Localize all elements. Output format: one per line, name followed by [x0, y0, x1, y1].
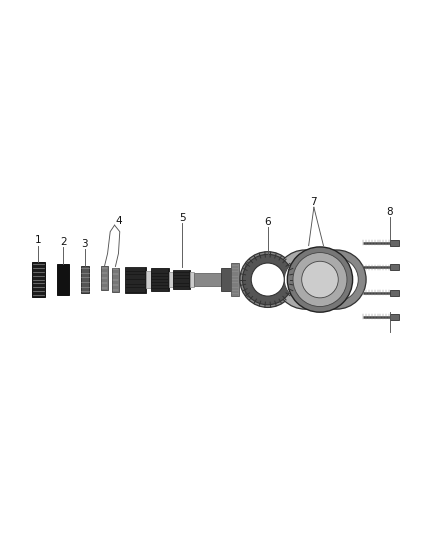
FancyBboxPatch shape [231, 263, 239, 296]
Ellipse shape [251, 263, 284, 296]
FancyBboxPatch shape [81, 266, 89, 293]
FancyBboxPatch shape [57, 264, 69, 295]
Ellipse shape [243, 254, 293, 305]
Text: 2: 2 [60, 237, 67, 247]
FancyBboxPatch shape [390, 264, 399, 270]
FancyBboxPatch shape [390, 289, 399, 296]
FancyBboxPatch shape [390, 239, 399, 246]
Text: 5: 5 [179, 213, 185, 223]
Ellipse shape [244, 262, 253, 297]
Ellipse shape [284, 259, 326, 301]
Ellipse shape [315, 258, 358, 301]
Text: 3: 3 [81, 239, 88, 249]
Ellipse shape [307, 250, 366, 309]
FancyBboxPatch shape [194, 273, 221, 286]
Text: 4: 4 [116, 216, 122, 226]
Text: 6: 6 [265, 217, 271, 227]
FancyBboxPatch shape [112, 268, 119, 292]
Ellipse shape [240, 252, 296, 308]
FancyBboxPatch shape [169, 272, 173, 287]
FancyBboxPatch shape [221, 268, 231, 291]
FancyBboxPatch shape [32, 262, 45, 297]
FancyBboxPatch shape [101, 266, 108, 290]
FancyBboxPatch shape [390, 313, 399, 320]
Ellipse shape [276, 250, 335, 309]
FancyBboxPatch shape [146, 271, 151, 288]
FancyBboxPatch shape [125, 266, 146, 293]
Text: 1: 1 [35, 236, 42, 245]
Text: 7: 7 [311, 197, 317, 207]
FancyBboxPatch shape [173, 270, 190, 289]
FancyBboxPatch shape [190, 272, 194, 287]
Ellipse shape [287, 247, 353, 312]
Ellipse shape [293, 253, 347, 306]
Text: 8: 8 [387, 207, 393, 217]
Ellipse shape [302, 261, 338, 298]
FancyBboxPatch shape [151, 268, 169, 291]
